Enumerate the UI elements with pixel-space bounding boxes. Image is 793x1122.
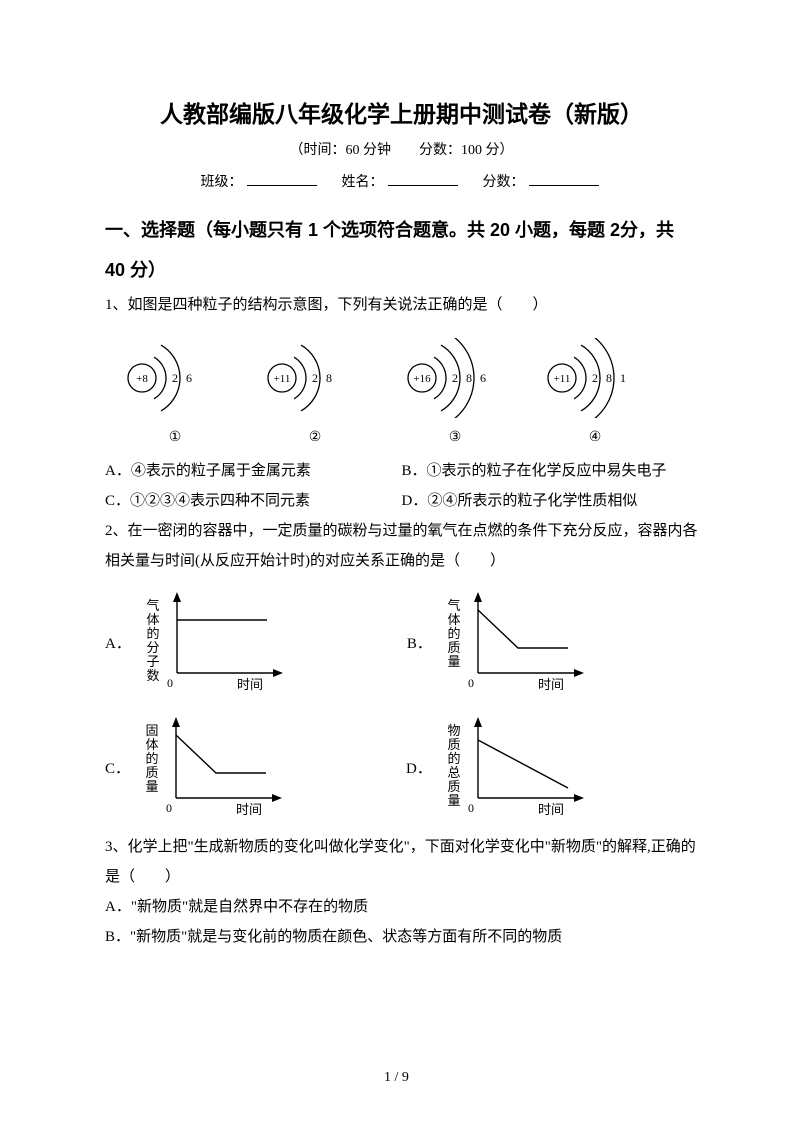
option-letter: B． xyxy=(407,632,432,653)
atom-diagram: +11 281 ④ xyxy=(540,338,650,446)
atom-label: ④ xyxy=(540,429,650,446)
name-blank[interactable] xyxy=(388,185,458,186)
section-title: 一、选择题（每小题只有 1 个选项符合题意。共 20 小题，每题 2分，共 40… xyxy=(105,211,698,290)
q3-stem: 3、化学上把"生成新物质的变化叫做化学变化"，下面对化学变化中"新物质"的解释,… xyxy=(105,832,698,892)
svg-text:0: 0 xyxy=(468,676,474,690)
page-title: 人教部编版八年级化学上册期中测试卷（新版） xyxy=(105,95,698,129)
chart-option: B． 0 时间 气体的质量 xyxy=(407,590,588,695)
svg-text:时间: 时间 xyxy=(237,677,263,692)
class-label: 班级： xyxy=(201,175,243,190)
name-label: 姓名： xyxy=(342,175,384,190)
q1-opt-b: B．①表示的粒子在化学反应中易失电子 xyxy=(402,456,699,486)
svg-text:时间: 时间 xyxy=(538,802,564,817)
svg-text:体: 体 xyxy=(146,612,159,627)
q2-stem: 2、在一密闭的容器中，一定质量的碳粉与过量的氧气在点燃的条件下充分反应，容器内各… xyxy=(105,516,698,576)
q1-stem: 1、如图是四种粒子的结构示意图，下列有关说法正确的是（ ） xyxy=(105,290,698,320)
svg-text:数: 数 xyxy=(146,668,159,683)
q2-charts-row2: C．0时间固体的质量D．0时间物质的总质量 xyxy=(105,715,698,820)
svg-text:1: 1 xyxy=(620,371,626,385)
svg-text:体: 体 xyxy=(447,612,460,627)
svg-text:时间: 时间 xyxy=(236,802,262,817)
option-letter: D． xyxy=(406,757,432,778)
svg-text:+16: +16 xyxy=(413,373,431,385)
svg-text:气: 气 xyxy=(447,598,460,613)
q3-opt-a: A．"新物质"就是自然界中不存在的物质 xyxy=(105,892,698,922)
q2-charts-row1: A．0时间气体的分子数B．0时间气体的质量 xyxy=(105,590,698,695)
svg-text:0: 0 xyxy=(167,676,173,690)
atom-diagrams: +826①+1128②+16286③+11281④ xyxy=(120,338,698,446)
chart-option: A． 0 时间 气体的分子数 xyxy=(105,590,287,695)
svg-text:+11: +11 xyxy=(554,373,571,385)
svg-text:的: 的 xyxy=(146,626,159,641)
svg-text:质: 质 xyxy=(447,640,460,655)
svg-text:的: 的 xyxy=(447,626,460,641)
info-line: 班级： 姓名： 分数： xyxy=(105,171,698,191)
chart-option: D．0时间物质的总质量 xyxy=(406,715,588,820)
svg-text:质: 质 xyxy=(447,737,460,752)
svg-text:6: 6 xyxy=(480,371,486,385)
svg-text:2: 2 xyxy=(172,371,178,385)
option-letter: A． xyxy=(105,632,131,653)
q1-opt-c: C．①②③④表示四种不同元素 xyxy=(105,486,402,516)
svg-text:体: 体 xyxy=(146,737,159,752)
svg-text:2: 2 xyxy=(592,371,598,385)
svg-text:+8: +8 xyxy=(136,373,148,385)
svg-text:物: 物 xyxy=(447,723,460,738)
chart-option: C． 0 时间 固体的质量 xyxy=(105,715,286,820)
svg-text:气: 气 xyxy=(146,598,159,613)
svg-text:+11: +11 xyxy=(274,373,291,385)
score-label: 分数： xyxy=(483,175,525,190)
svg-text:8: 8 xyxy=(606,371,612,385)
svg-text:固: 固 xyxy=(146,723,159,738)
svg-text:的: 的 xyxy=(146,751,159,766)
svg-text:8: 8 xyxy=(326,371,332,385)
svg-text:6: 6 xyxy=(186,371,192,385)
q3-opt-b: B．"新物质"就是与变化前的物质在颜色、状态等方面有所不同的物质 xyxy=(105,922,698,952)
option-letter: C． xyxy=(105,757,130,778)
score-blank[interactable] xyxy=(529,185,599,186)
svg-text:质: 质 xyxy=(146,765,159,780)
svg-text:时间: 时间 xyxy=(538,677,564,692)
page-number: 1 / 9 xyxy=(0,1070,793,1086)
svg-text:0: 0 xyxy=(166,801,172,815)
svg-text:8: 8 xyxy=(466,371,472,385)
svg-text:总: 总 xyxy=(447,765,460,780)
atom-label: ① xyxy=(120,429,230,446)
q1-opt-a: A．④表示的粒子属于金属元素 xyxy=(105,456,402,486)
svg-text:量: 量 xyxy=(447,654,460,669)
svg-text:0: 0 xyxy=(468,801,474,815)
class-blank[interactable] xyxy=(247,185,317,186)
svg-text:量: 量 xyxy=(146,779,159,794)
q1-opt-d: D．②④所表示的粒子化学性质相似 xyxy=(402,486,699,516)
atom-diagram: +16 286 ③ xyxy=(400,338,510,446)
svg-text:分: 分 xyxy=(146,640,159,655)
svg-text:子: 子 xyxy=(146,654,159,669)
atom-diagram: +11 28 ② xyxy=(260,338,370,446)
q1-options: A．④表示的粒子属于金属元素 B．①表示的粒子在化学反应中易失电子 C．①②③④… xyxy=(105,456,698,516)
atom-label: ③ xyxy=(400,429,510,446)
svg-text:质: 质 xyxy=(447,779,460,794)
subtitle: （时间：60 分钟 分数：100 分） xyxy=(105,139,698,159)
atom-label: ② xyxy=(260,429,370,446)
svg-text:2: 2 xyxy=(452,371,458,385)
svg-text:2: 2 xyxy=(312,371,318,385)
svg-text:量: 量 xyxy=(447,793,460,808)
svg-text:的: 的 xyxy=(447,751,460,766)
atom-diagram: +8 26 ① xyxy=(120,338,230,446)
